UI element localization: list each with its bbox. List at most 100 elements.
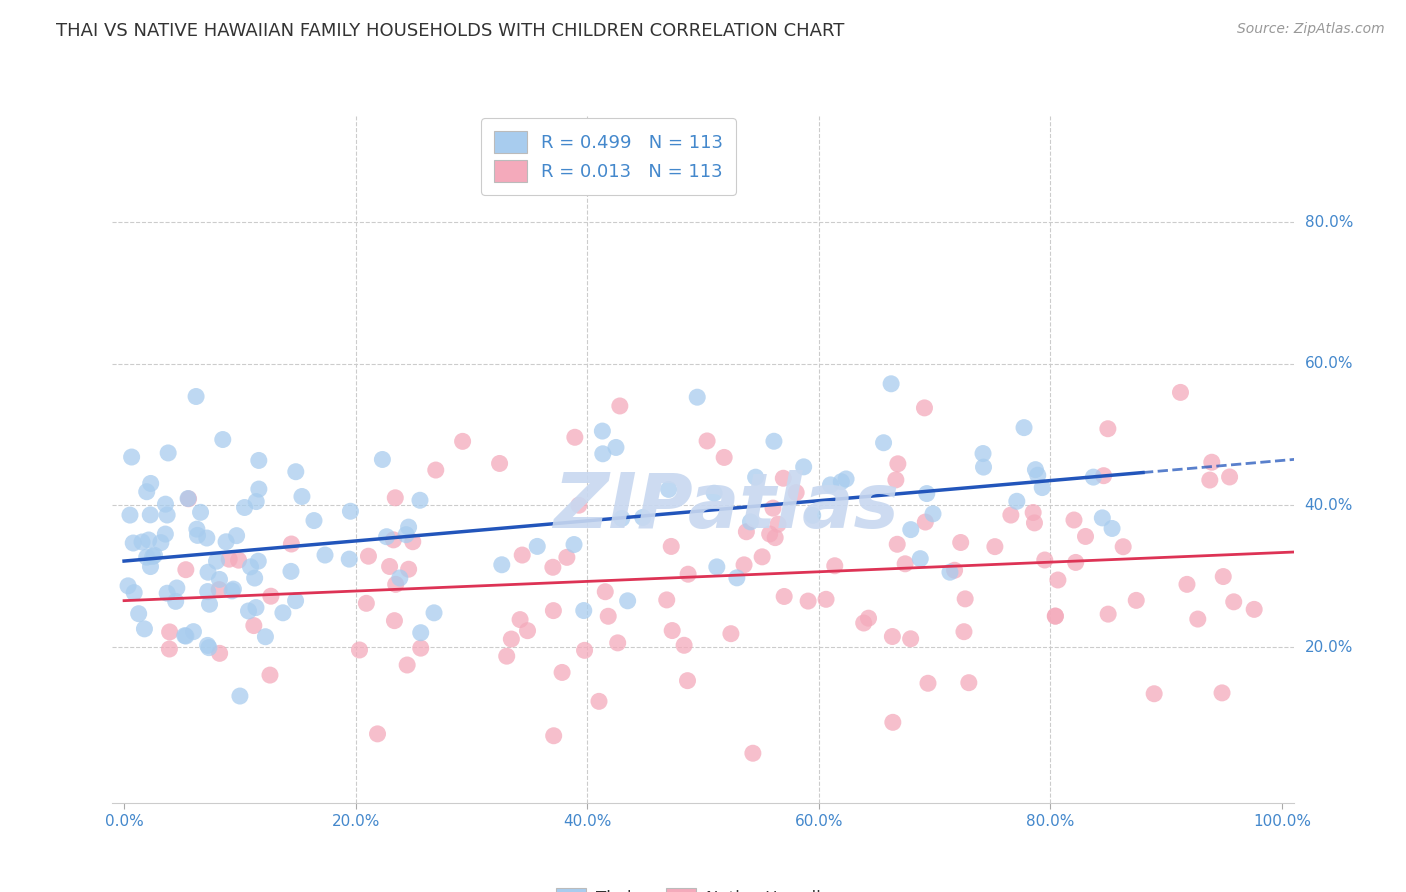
Point <box>291 490 314 504</box>
Point <box>280 565 302 579</box>
Point <box>398 520 420 534</box>
Legend: Thais, Native Hawaiians: Thais, Native Hawaiians <box>548 880 858 892</box>
Point <box>725 571 748 585</box>
Point <box>155 527 177 541</box>
Point <box>953 591 976 606</box>
Point <box>349 643 371 657</box>
Point <box>1026 468 1049 483</box>
Point <box>659 540 682 554</box>
Point <box>820 478 842 492</box>
Point <box>824 558 846 573</box>
Point <box>233 500 256 515</box>
Point <box>880 376 903 391</box>
Point <box>367 727 389 741</box>
Point <box>591 424 613 438</box>
Point <box>149 535 172 549</box>
Point <box>735 524 758 539</box>
Point <box>117 579 139 593</box>
Point <box>157 642 180 657</box>
Point <box>858 611 880 625</box>
Point <box>488 457 510 471</box>
Point <box>526 540 548 554</box>
Point <box>882 715 904 730</box>
Point <box>211 433 233 447</box>
Point <box>741 746 763 760</box>
Point <box>562 537 585 551</box>
Point <box>815 592 838 607</box>
Point <box>375 530 398 544</box>
Text: 20.0%: 20.0% <box>1305 640 1353 655</box>
Point <box>1211 686 1233 700</box>
Point <box>706 560 728 574</box>
Point <box>953 624 976 639</box>
Point <box>384 614 406 628</box>
Point <box>409 641 432 656</box>
Point <box>1187 612 1209 626</box>
Point <box>1012 420 1035 434</box>
Point <box>762 434 785 449</box>
Point <box>284 465 307 479</box>
Point <box>1201 455 1223 469</box>
Point <box>239 559 262 574</box>
Point <box>516 624 538 638</box>
Point <box>495 649 517 664</box>
Point <box>197 565 219 579</box>
Point <box>165 594 187 608</box>
Point <box>1222 595 1244 609</box>
Point <box>131 535 153 549</box>
Point <box>409 493 432 508</box>
Point <box>357 549 380 564</box>
Point <box>139 476 162 491</box>
Point <box>631 510 654 524</box>
Point <box>284 593 307 607</box>
Point <box>135 484 157 499</box>
Point <box>395 527 418 541</box>
Point <box>208 582 231 597</box>
Point <box>1091 511 1114 525</box>
Point <box>703 486 725 500</box>
Point <box>830 475 852 489</box>
Point <box>396 658 419 673</box>
Point <box>382 533 405 547</box>
Point <box>1024 463 1046 477</box>
Point <box>598 609 620 624</box>
Point <box>1024 516 1046 530</box>
Point <box>915 486 938 500</box>
Point <box>568 498 591 512</box>
Point <box>1219 470 1241 484</box>
Point <box>543 729 565 743</box>
Point <box>215 534 238 549</box>
Point <box>1022 506 1045 520</box>
Point <box>797 594 820 608</box>
Point <box>773 590 796 604</box>
Point <box>984 540 1007 554</box>
Point <box>972 446 994 460</box>
Point <box>740 515 762 529</box>
Point <box>555 550 578 565</box>
Point <box>943 563 966 577</box>
Point <box>173 629 195 643</box>
Point <box>384 577 406 591</box>
Point <box>1064 556 1087 570</box>
Point <box>886 537 908 551</box>
Point <box>229 689 252 703</box>
Text: 40.0%: 40.0% <box>1305 498 1353 513</box>
Point <box>894 557 917 571</box>
Point <box>588 694 610 708</box>
Point <box>801 508 824 523</box>
Point <box>139 508 162 522</box>
Point <box>1125 593 1147 607</box>
Point <box>1031 481 1053 495</box>
Point <box>606 636 628 650</box>
Point <box>243 571 266 585</box>
Point <box>425 463 447 477</box>
Point <box>402 534 425 549</box>
Text: 80.0%: 80.0% <box>1305 215 1353 229</box>
Point <box>501 632 523 646</box>
Point <box>713 450 735 465</box>
Point <box>616 594 638 608</box>
Point <box>195 531 218 545</box>
Point <box>900 523 922 537</box>
Point <box>205 554 228 568</box>
Point <box>686 390 709 404</box>
